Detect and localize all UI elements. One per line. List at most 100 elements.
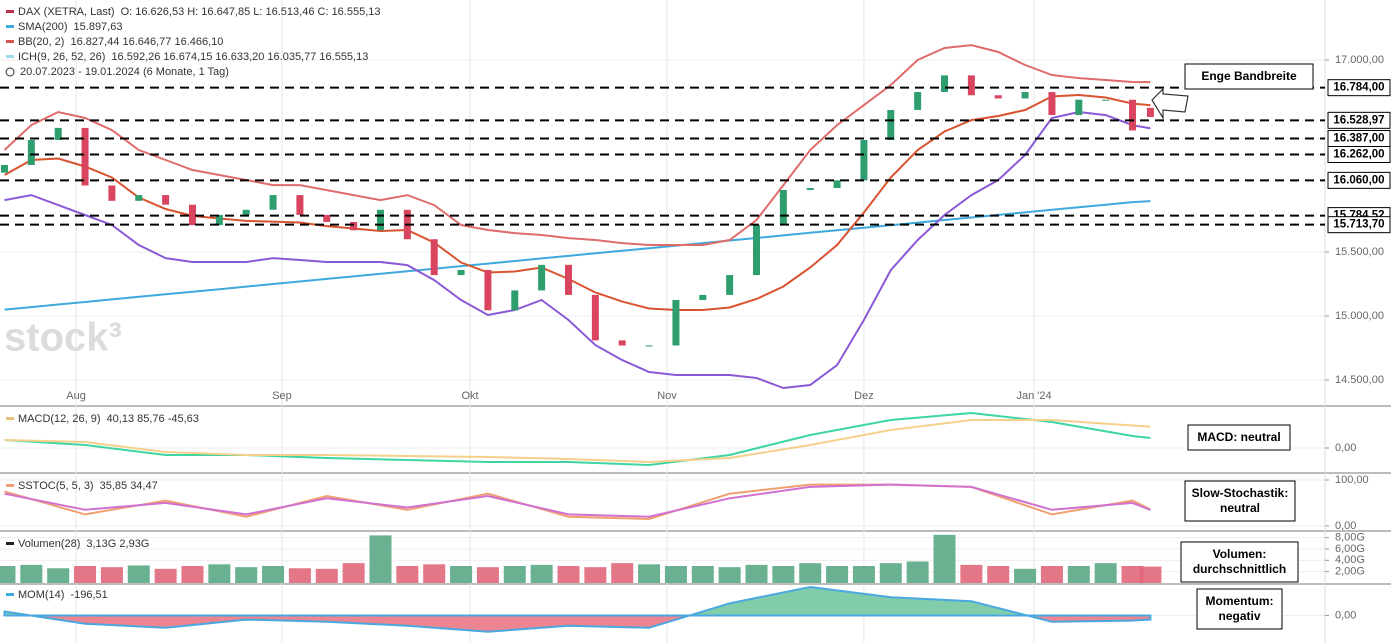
- level-label-box: [1327, 145, 1391, 163]
- y-tick-label: 15.000,00: [1335, 310, 1384, 322]
- annotation-box: [1184, 63, 1314, 90]
- x-tick-label: Sep: [272, 390, 292, 402]
- annotation-text: neutral: [1220, 501, 1260, 515]
- volume-bar: [664, 566, 687, 583]
- volume-bar: [423, 564, 446, 583]
- volume-bar: [960, 564, 983, 583]
- candle: [323, 214, 331, 222]
- volume-bar: [100, 567, 123, 583]
- candle: [1075, 99, 1083, 116]
- level-label: 16.262,00: [1333, 149, 1384, 161]
- candle: [0, 164, 8, 173]
- y-tick-label: 17.000,00: [1335, 54, 1384, 66]
- candle: [81, 127, 89, 186]
- volume-bar: [1040, 566, 1063, 583]
- volume-bar: [638, 564, 661, 583]
- volume-bar: [20, 564, 43, 583]
- volume-bar: [906, 561, 929, 583]
- candle: [296, 195, 304, 215]
- level-label-box: [1327, 79, 1391, 97]
- volume-bar: [288, 568, 311, 583]
- candle: [591, 294, 599, 341]
- annotation-box: [1180, 541, 1299, 583]
- candle: [1021, 92, 1029, 99]
- indicator-line: [4, 110, 1151, 390]
- annotation-text: negativ: [1218, 609, 1260, 623]
- candle: [779, 189, 787, 226]
- candle: [1102, 99, 1110, 101]
- legend-name: Volumen(28): [18, 538, 80, 550]
- legend-values: O: 16.626,53 H: 16.647,85 L: 16.513,46 C…: [121, 6, 381, 18]
- indicator-line: [4, 483, 1151, 518]
- legend-swatch: [6, 484, 14, 487]
- candle: [27, 140, 35, 165]
- candle: [726, 275, 734, 295]
- annotation-box: [1187, 424, 1291, 451]
- volume-bar: [987, 566, 1010, 583]
- volume-bar: [879, 563, 902, 583]
- volume-bar: [745, 564, 768, 583]
- candle: [538, 264, 546, 291]
- candle: [833, 180, 841, 189]
- volume-bar: [315, 568, 338, 583]
- volume-bar: [799, 563, 822, 583]
- level-label: 16.060,00: [1333, 174, 1384, 186]
- annotation-text: MACD: neutral: [1197, 430, 1280, 444]
- candle: [564, 264, 572, 295]
- y-tick-label: 8,00G: [1335, 532, 1365, 544]
- level-label: 15.713,70: [1333, 219, 1384, 231]
- candle: [753, 225, 761, 276]
- annotation-box: [1184, 480, 1296, 522]
- candle: [941, 75, 949, 93]
- level-label-box: [1327, 111, 1391, 129]
- volume-bar: [127, 565, 150, 583]
- candle: [484, 269, 492, 311]
- legend-name: ICH(9, 26, 52, 26): [18, 51, 105, 63]
- candle: [967, 75, 975, 96]
- indicator-line: [4, 200, 1151, 311]
- volume-bar: [584, 567, 607, 583]
- clock-icon: [5, 67, 15, 77]
- annotation-text: durchschnittlich: [1193, 562, 1286, 576]
- date-range: 20.07.2023 - 19.01.2024 (6 Monate, 1 Tag…: [20, 66, 229, 78]
- volume-bar: [718, 567, 741, 583]
- x-tick-label: Okt: [461, 390, 478, 402]
- candle: [887, 109, 895, 141]
- y-tick-label: 6,00G: [1335, 543, 1365, 555]
- x-tick-label: Dez: [854, 390, 874, 402]
- y-tick-label: 4,00G: [1335, 554, 1365, 566]
- legend-name: MACD(12, 26, 9): [18, 413, 101, 425]
- annotation-box: [1196, 588, 1283, 630]
- volume-bar: [852, 566, 875, 583]
- x-tick-label: Nov: [657, 390, 677, 402]
- volume-bar: [0, 566, 16, 583]
- volume-bar: [74, 566, 97, 583]
- legend-swatch: [6, 593, 14, 596]
- indicator-line: [3, 44, 1151, 246]
- candle: [1129, 99, 1137, 131]
- volume-bar: [691, 566, 714, 583]
- volume-bar: [342, 563, 365, 583]
- y-tick-label: 15.500,00: [1335, 246, 1384, 258]
- legend-name: SSTOC(5, 5, 3): [18, 480, 94, 492]
- legend-name: SMA(200): [18, 21, 68, 33]
- level-label: 16.528,97: [1333, 114, 1384, 126]
- volume-bar: [262, 566, 285, 583]
- volume-bar: [47, 568, 70, 583]
- legend-values: 35,85 34,47: [100, 480, 158, 492]
- candle: [1048, 92, 1056, 116]
- candle: [860, 140, 868, 181]
- volume-bar: [1014, 568, 1037, 583]
- y-tick-label: 0,00: [1335, 609, 1356, 621]
- volume-bar: [530, 564, 553, 583]
- legend-name: DAX (XETRA, Last): [18, 6, 115, 18]
- candle: [54, 127, 62, 141]
- legend-swatch: [6, 25, 14, 28]
- legend-name: BB(20, 2): [18, 36, 64, 48]
- legend-swatch: [6, 542, 14, 545]
- volume-bar: [369, 535, 392, 583]
- legend-values: 3,13G 2,93G: [86, 538, 149, 550]
- candle: [108, 185, 116, 201]
